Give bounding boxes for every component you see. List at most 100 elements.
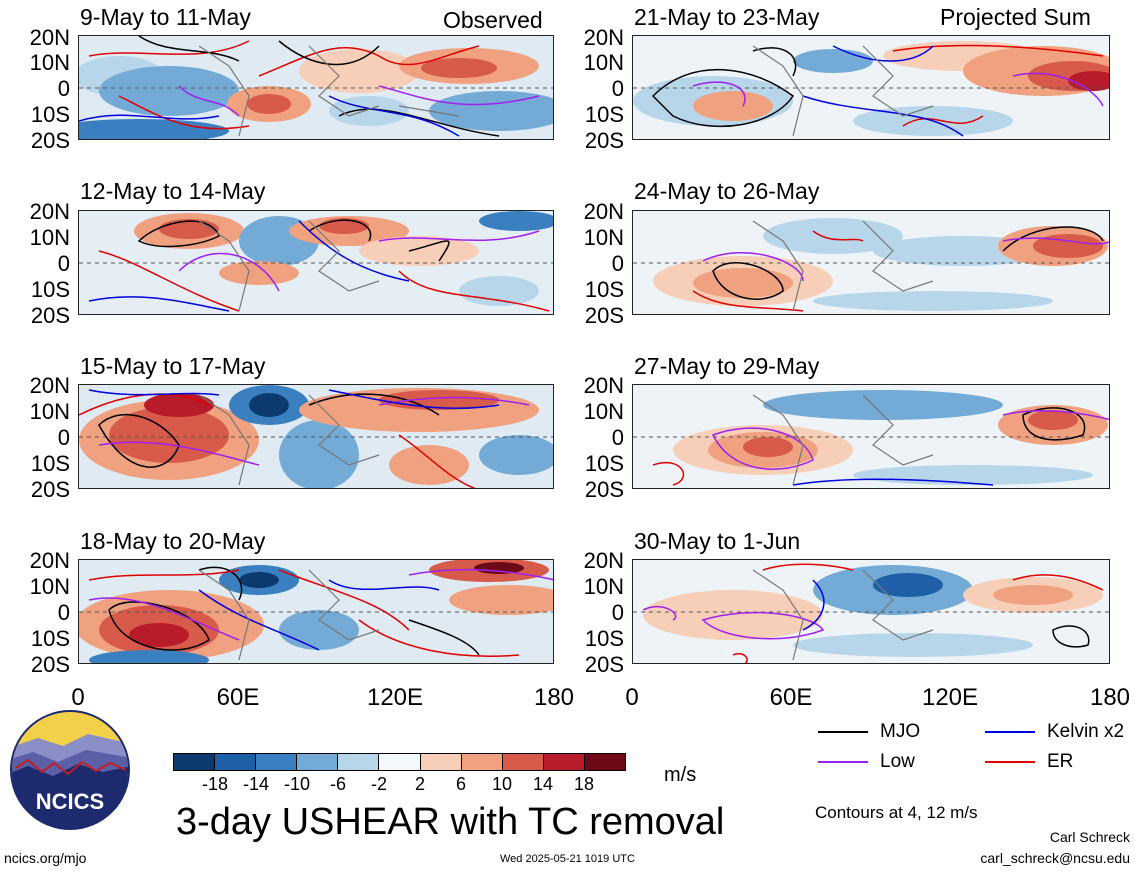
lat-label: 20S — [30, 652, 70, 677]
lat-label: 10N — [29, 574, 70, 599]
lat-label: 20N — [29, 548, 70, 573]
lat-label: 10S — [584, 451, 624, 476]
lat-label: 10N — [583, 225, 624, 250]
timestamp: Wed 2025-05-21 1019 UTC — [500, 853, 635, 865]
colorbar-swatch — [542, 754, 584, 770]
lon-label: 120E — [366, 684, 424, 711]
colorbar-label: 10 — [491, 774, 513, 794]
colorbar-swatch — [337, 754, 379, 770]
lat-label: 0 — [611, 251, 624, 276]
lat-label: 20S — [584, 477, 624, 502]
colorbar-swatch — [583, 754, 626, 770]
lat-label: 10S — [584, 102, 624, 127]
lat-label: 10S — [584, 626, 624, 651]
colorbar-unit: m/s — [664, 764, 697, 786]
colorbar-swatch — [296, 754, 338, 770]
legend-label-low: Low — [880, 751, 915, 772]
lat-label: 20N — [583, 373, 624, 398]
legend-line-kelvin — [985, 731, 1035, 733]
lat-label: 10S — [30, 451, 70, 476]
legend-label-mjo: MJO — [880, 721, 921, 742]
colorbar-swatch — [255, 754, 297, 770]
lat-label: 20N — [29, 199, 70, 224]
legend-line-low — [818, 761, 868, 763]
lat-label: 20N — [29, 25, 70, 50]
colorbar-swatch — [174, 754, 215, 770]
panel-title-8: 30-May to 1-Jun — [634, 528, 801, 554]
legend-label-er: ER — [1047, 751, 1074, 772]
map-panel-observed-1 — [78, 35, 554, 140]
lat-label: 20S — [584, 303, 624, 328]
lat-label: 20S — [30, 477, 70, 502]
lat-label: 10N — [583, 50, 624, 75]
logo-text: NCICS — [36, 789, 104, 814]
lon-label: 120E — [921, 684, 979, 711]
map-panel-projected-2 — [632, 210, 1110, 315]
lat-label: 10S — [30, 626, 70, 651]
panel-tag-projected: Projected Sum — [940, 4, 1091, 30]
lon-label: 180 — [533, 684, 575, 711]
lon-label: 60E — [769, 684, 813, 711]
lat-label: 20S — [30, 303, 70, 328]
panel-title-3: 12-May to 14-May — [80, 178, 266, 204]
lat-label: 10S — [584, 277, 624, 302]
map-panel-projected-3 — [632, 384, 1110, 489]
lat-label: 0 — [57, 425, 70, 450]
lat-label: 0 — [611, 76, 624, 101]
legend-line-er — [985, 761, 1035, 763]
legend-label-kelvin: Kelvin x2 — [1047, 721, 1125, 742]
author-name: Carl Schreck — [1049, 829, 1130, 845]
colorbar-label: 6 — [455, 774, 466, 794]
lat-label: 20N — [583, 199, 624, 224]
site-link[interactable]: ncics.org/mjo — [4, 850, 87, 866]
lat-label: 20N — [583, 548, 624, 573]
lat-label: 20S — [30, 128, 70, 153]
main-title: 3-day USHEAR with TC removal — [176, 801, 725, 843]
lat-label: 0 — [57, 251, 70, 276]
lat-label: 0 — [57, 76, 70, 101]
lon-label: 0 — [625, 684, 639, 711]
lon-label: 0 — [71, 684, 85, 711]
panel-title-7: 18-May to 20-May — [80, 528, 266, 554]
colorbar-label: 18 — [573, 774, 595, 794]
panel-title-1: 9-May to 11-May — [80, 4, 251, 30]
colorbar-label: -10 — [283, 774, 310, 794]
lat-label: 10N — [29, 225, 70, 250]
contours-note: Contours at 4, 12 m/s — [815, 803, 978, 822]
colorbar-swatch — [460, 754, 502, 770]
lat-label: 20S — [584, 128, 624, 153]
lat-label: 10S — [30, 102, 70, 127]
map-panel-observed-3 — [78, 384, 554, 489]
lat-label: 10N — [29, 399, 70, 424]
colorbar-label: -14 — [242, 774, 269, 794]
legend-line-mjo — [818, 731, 868, 733]
colorbar-swatch — [378, 754, 420, 770]
panel-title-5: 15-May to 17-May — [80, 353, 266, 379]
panel-title-6: 27-May to 29-May — [634, 353, 820, 379]
panel-tag-observed: Observed — [443, 7, 543, 33]
author-email[interactable]: carl_schreck@ncsu.edu — [980, 850, 1130, 866]
lat-label: 0 — [57, 600, 70, 625]
lat-label: 20S — [584, 652, 624, 677]
lat-label: 0 — [611, 425, 624, 450]
lat-label: 20N — [583, 25, 624, 50]
lat-label: 20N — [29, 373, 70, 398]
ncics-logo: NCICS — [8, 708, 132, 832]
lon-label: 60E — [216, 684, 260, 711]
map-panel-observed-4 — [78, 559, 554, 664]
map-panel-projected-1 — [632, 35, 1110, 140]
lat-label: 10N — [583, 399, 624, 424]
colorbar-label: -6 — [329, 774, 346, 794]
colorbar — [173, 753, 626, 771]
colorbar-swatch — [501, 754, 543, 770]
lon-label: 180 — [1089, 684, 1131, 711]
colorbar-label: 14 — [532, 774, 554, 794]
colorbar-label: 2 — [414, 774, 425, 794]
lat-label: 10S — [30, 277, 70, 302]
panel-title-4: 24-May to 26-May — [634, 178, 820, 204]
map-panel-observed-2 — [78, 210, 554, 315]
map-panel-projected-4 — [632, 559, 1110, 664]
lat-label: 10N — [29, 50, 70, 75]
panel-title-2: 21-May to 23-May — [634, 4, 820, 30]
colorbar-swatch — [214, 754, 256, 770]
